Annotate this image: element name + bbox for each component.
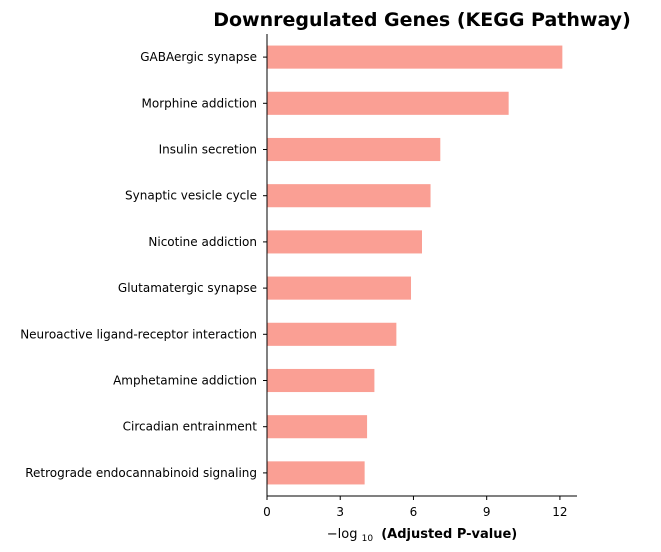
y-tick-labels: GABAergic synapse Morphine addiction Insul… (20, 50, 257, 480)
y-tick-label: Synaptic vesicle cycle (125, 189, 257, 203)
x-tick-label: 12 (552, 505, 567, 519)
y-tick-label: Amphetamine addiction (113, 374, 257, 388)
bar (267, 91, 509, 115)
y-tick-label: Nicotine addiction (148, 235, 257, 249)
x-tick-label: 6 (410, 505, 418, 519)
y-tick-label: Neuroactive ligand-receptor interaction (20, 327, 257, 341)
x-axis-label-prefix: −log (327, 527, 358, 542)
x-ticks: 0 3 6 9 12 (263, 496, 568, 519)
bar (267, 137, 441, 162)
bar (267, 276, 412, 300)
bar (267, 230, 422, 254)
y-tick-label: Glutamatergic synapse (118, 281, 257, 295)
x-axis-label-bold: (Adjusted P-value) (381, 527, 517, 542)
y-tick-label: Morphine addiction (142, 96, 258, 110)
x-axis-label: −log 10 (Adjusted P-value) (327, 527, 517, 545)
bar (267, 368, 375, 393)
bar (267, 415, 368, 439)
y-tick-marks (263, 56, 267, 474)
x-tick-label: 0 (263, 505, 271, 519)
y-tick-label: Retrograde endocannabinoid signaling (25, 466, 257, 480)
bars-group (267, 45, 563, 485)
x-tick-label: 9 (483, 505, 491, 519)
x-axis-label-subscript: 10 (362, 534, 374, 544)
y-tick-label: Insulin secretion (159, 143, 257, 157)
y-tick-label: GABAergic synapse (140, 50, 257, 64)
bar (267, 461, 365, 485)
bar (267, 45, 563, 69)
bar (267, 184, 431, 208)
x-tick-label: 3 (336, 505, 344, 519)
bar (267, 322, 397, 346)
chart-title: Downregulated Genes (KEGG Pathway) (213, 9, 631, 31)
y-tick-label: Circadian entrainment (123, 420, 258, 434)
